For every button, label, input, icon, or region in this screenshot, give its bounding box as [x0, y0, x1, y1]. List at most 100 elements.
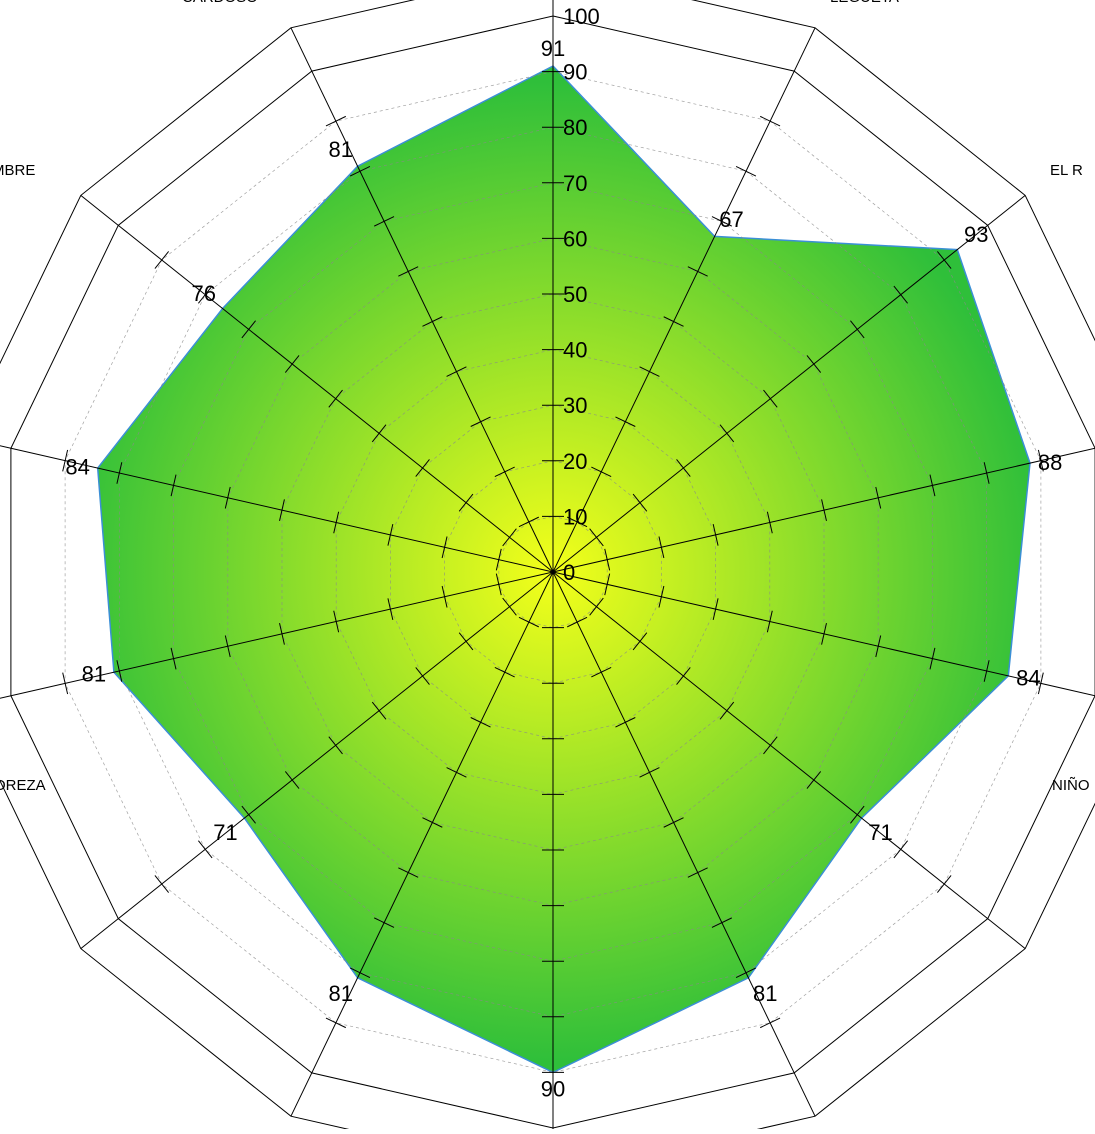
tick-mark-1-80: [735, 166, 757, 177]
tick-mark-4-50: [821, 623, 827, 645]
tick-mark-8-10: [518, 616, 540, 628]
value-label-4: 84: [1016, 665, 1040, 690]
tick-mark-6-90: [759, 1017, 781, 1029]
tick-mark-6-20: [591, 666, 612, 678]
tick-mark-8-20: [494, 666, 515, 678]
tick-mark-8-40: [446, 767, 467, 778]
tick-mark-13-20: [494, 466, 515, 478]
tick-mark-4-40: [766, 610, 773, 633]
tick-mark-4-90: [1037, 672, 1044, 695]
tick-mark-2-50: [763, 389, 778, 408]
tick-mark-10-30: [387, 598, 394, 620]
tick-mark-12-80: [197, 285, 213, 304]
r-tick-label-10: 100: [563, 4, 600, 29]
r-tick-label-0: 0: [563, 560, 575, 585]
outer-connector-12: [80, 195, 119, 226]
outer-connector-13: [290, 27, 313, 72]
tick-mark-12-70: [241, 320, 256, 339]
tick-mark-12-50: [328, 389, 343, 408]
outer-connector-1: [793, 27, 816, 72]
outer-connector-8: [290, 1072, 313, 1117]
tick-mark-11-90: [62, 449, 69, 472]
tick-mark-4-30: [712, 598, 719, 620]
outer-connector-5: [987, 918, 1026, 949]
tick-mark-1-70: [711, 216, 732, 227]
tick-mark-1-60: [687, 266, 708, 277]
tick-mark-8-50: [422, 817, 443, 828]
tick-mark-13-40: [446, 366, 467, 377]
tick-mark-11-80: [116, 462, 123, 484]
value-label-11: 84: [65, 455, 89, 480]
tick-mark-11-30: [387, 524, 394, 546]
tick-mark-13-30: [470, 416, 491, 427]
r-tick-label-9: 90: [563, 60, 587, 85]
tick-mark-12-90: [154, 251, 170, 269]
tick-mark-8-80: [349, 967, 371, 978]
tick-mark-10-10: [495, 573, 502, 596]
tick-mark-5-50: [763, 736, 778, 755]
tick-mark-9-30: [415, 667, 430, 685]
value-label-6: 81: [753, 981, 777, 1006]
value-label-10: 81: [82, 662, 106, 687]
tick-mark-6-60: [687, 867, 708, 878]
tick-mark-3-80: [983, 462, 990, 484]
r-tick-label-6: 60: [563, 226, 587, 251]
tick-mark-5-60: [806, 771, 822, 789]
tick-mark-3-90: [1037, 449, 1044, 472]
tick-mark-6-50: [663, 817, 684, 828]
tick-mark-2-20: [632, 493, 648, 512]
tick-mark-9-60: [284, 771, 300, 789]
tick-mark-9-80: [197, 840, 213, 859]
grid-ring-1: [498, 516, 608, 628]
tick-mark-10-90: [62, 672, 69, 695]
value-label-12: 76: [191, 281, 215, 306]
r-tick-label-8: 80: [563, 115, 587, 140]
value-label-9: 71: [213, 820, 237, 845]
tick-mark-3-60: [875, 486, 882, 509]
tick-mark-4-80: [983, 660, 990, 682]
tick-mark-5-80: [893, 840, 909, 859]
category-label-1: LEGUETA: [830, 0, 899, 6]
tick-mark-10-20: [441, 585, 448, 608]
value-label-2: 93: [964, 222, 988, 247]
tick-mark-8-90: [325, 1017, 347, 1029]
value-label-3: 88: [1038, 450, 1062, 475]
category-label-3: NIÑO: [1052, 777, 1090, 794]
r-tick-label-1: 10: [563, 504, 587, 529]
tick-mark-9-50: [328, 736, 343, 755]
outer-connector-2: [987, 195, 1026, 226]
value-label-8: 81: [329, 981, 353, 1006]
tick-mark-13-90: [325, 115, 347, 127]
tick-mark-3-50: [821, 499, 827, 521]
tick-mark-11-40: [333, 511, 340, 534]
tick-mark-10-50: [279, 623, 285, 645]
outer-connector-6: [793, 1072, 816, 1117]
tick-mark-11-60: [224, 486, 231, 509]
tick-mark-5-70: [850, 805, 865, 824]
tick-mark-9-20: [458, 632, 474, 651]
value-label-0: 91: [541, 36, 565, 61]
tick-mark-6-70: [711, 917, 732, 928]
category-label-2: EL R: [1050, 162, 1083, 179]
tick-mark-12-40: [371, 424, 387, 443]
r-tick-label-7: 70: [563, 171, 587, 196]
category-label-5: EMBRE: [0, 162, 35, 179]
grid-ring-3: [390, 404, 716, 740]
tick-mark-11-10: [495, 548, 502, 571]
r-tick-label-2: 20: [563, 449, 587, 474]
r-tick-label-5: 50: [563, 282, 587, 307]
outer-connector-10: [0, 695, 12, 699]
value-label-1: 67: [719, 207, 743, 232]
tick-mark-2-80: [893, 285, 909, 304]
tick-mark-5-90: [936, 875, 952, 893]
tick-mark-6-10: [566, 616, 588, 628]
tick-mark-8-60: [398, 867, 419, 878]
tick-mark-8-30: [470, 717, 491, 728]
tick-mark-4-20: [658, 585, 665, 608]
tick-mark-11-50: [279, 499, 285, 521]
tick-mark-2-70: [850, 320, 865, 339]
tick-mark-12-20: [458, 493, 474, 512]
grid-ring-2: [444, 460, 662, 684]
